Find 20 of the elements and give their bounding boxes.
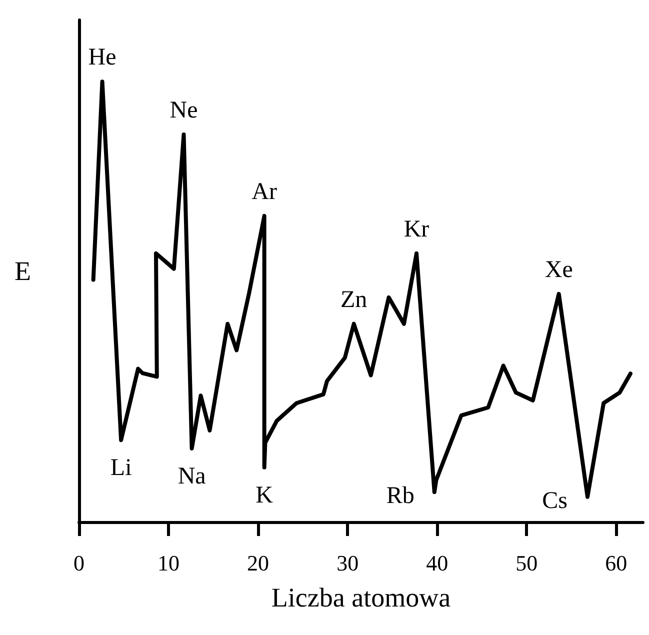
annotation: Rb xyxy=(386,483,414,510)
x-tick-label: 10 xyxy=(158,550,180,576)
annotation: Ne xyxy=(170,97,198,124)
x-tick-label: 40 xyxy=(426,550,448,576)
x-tick-label: 20 xyxy=(247,550,270,576)
annotation: Na xyxy=(178,463,206,490)
annotation: He xyxy=(88,44,116,71)
annotation: Zn xyxy=(340,286,368,313)
y-axis-title: E xyxy=(14,256,31,286)
x-tick-label: 0 xyxy=(74,550,84,576)
annotation: Ar xyxy=(252,178,277,205)
annotation: Cs xyxy=(542,488,568,514)
annotation: Kr xyxy=(404,216,430,242)
x-tick-label: 50 xyxy=(516,550,538,576)
annotation: Li xyxy=(110,455,132,482)
x-tick-label: 60 xyxy=(605,550,628,576)
annotation: Xe xyxy=(544,256,573,283)
x-tick-label: 30 xyxy=(336,550,359,576)
annotation: K xyxy=(256,482,274,508)
x-axis-title: Liczba atomowa xyxy=(271,582,451,612)
